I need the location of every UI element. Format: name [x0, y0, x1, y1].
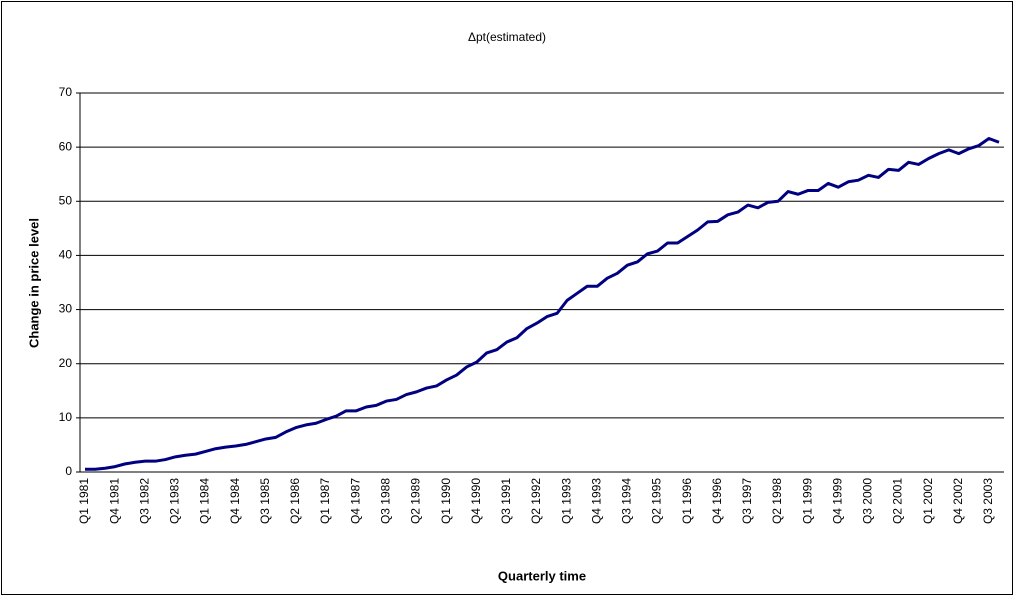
y-tick-label: 70 — [59, 85, 73, 99]
x-tick-label: Q1 1993 — [559, 478, 573, 524]
y-tick-label: 40 — [59, 248, 73, 262]
x-tick-label: Q3 2000 — [861, 478, 875, 524]
x-tick-label: Q3 1997 — [740, 478, 754, 524]
x-tick-label: Q4 2002 — [951, 478, 965, 524]
x-tick-label: Q1 1984 — [198, 478, 212, 524]
x-tick-label: Q2 2001 — [891, 478, 905, 524]
x-tick-label: Q2 1995 — [650, 478, 664, 524]
x-tick-label: Q1 2002 — [921, 478, 935, 524]
x-tick-label: Q2 1983 — [168, 478, 182, 524]
x-tick-label: Q3 1994 — [620, 478, 634, 524]
x-tick-label: Q2 1986 — [288, 478, 302, 524]
y-tick-label: 10 — [59, 410, 73, 424]
y-tick-label: 50 — [59, 193, 73, 207]
x-tick-label: Q1 1996 — [680, 478, 694, 524]
x-tick-label: Q2 1992 — [529, 478, 543, 524]
x-tick-label: Q3 2003 — [981, 478, 995, 524]
x-tick-label: Q1 1999 — [800, 478, 814, 524]
y-tick-label: 20 — [59, 356, 73, 370]
y-axis-title: Change in price level — [26, 218, 41, 348]
x-tick-label: Q4 1981 — [107, 478, 121, 524]
x-tick-label: Q1 1987 — [318, 478, 332, 524]
x-tick-label: Q4 1984 — [228, 478, 242, 524]
y-tick-label: 60 — [59, 139, 73, 153]
x-tick-label: Q4 1993 — [589, 478, 603, 524]
chart-title: Δpt(estimated) — [468, 30, 546, 44]
x-tick-label: Q2 1998 — [770, 478, 784, 524]
x-tick-label: Q3 1982 — [137, 478, 151, 524]
x-tick-label: Q4 1987 — [348, 478, 362, 524]
x-tick-label: Q1 1981 — [77, 478, 91, 524]
y-tick-label: 0 — [65, 464, 72, 478]
x-tick-label: Q2 1989 — [409, 478, 423, 524]
x-tick-label: Q3 1988 — [378, 478, 392, 524]
x-tick-label: Q3 1985 — [258, 478, 272, 524]
y-tick-label: 30 — [59, 302, 73, 316]
x-tick-label: Q1 1990 — [439, 478, 453, 524]
x-tick-label: Q4 1990 — [469, 478, 483, 524]
x-tick-label: Q4 1996 — [710, 478, 724, 524]
x-tick-label: Q3 1991 — [499, 478, 513, 524]
x-axis-title: Quarterly time — [498, 568, 586, 583]
x-tick-label: Q4 1999 — [830, 478, 844, 524]
data-line — [85, 136, 1000, 471]
